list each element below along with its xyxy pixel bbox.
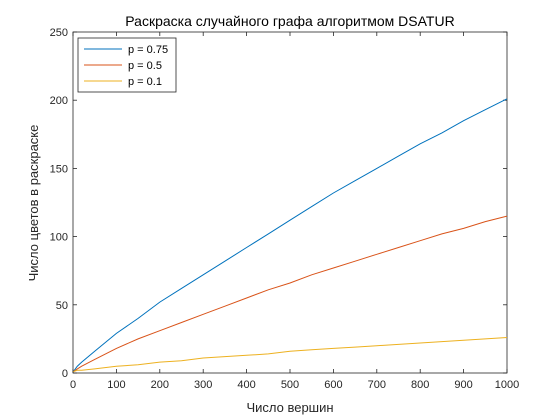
x-tick-label: 0: [70, 379, 76, 391]
series-line-3: [73, 337, 508, 373]
legend-label-1: p = 0.75: [128, 44, 168, 56]
legend-label-3: p = 0.1: [128, 76, 162, 88]
y-tick-label: 250: [50, 27, 68, 39]
y-axis-label: Число цветов в раскраске: [26, 125, 41, 282]
y-tick-label: 150: [50, 163, 68, 175]
y-tick-label: 50: [56, 300, 68, 312]
y-tick-label: 100: [50, 232, 68, 244]
x-tick-label: 400: [237, 379, 255, 391]
x-tick-label: 1000: [495, 379, 519, 391]
x-tick-label: 500: [281, 379, 299, 391]
series-line-1: [72, 98, 508, 372]
series-line-2: [73, 215, 508, 373]
legend-label-2: p = 0.5: [128, 60, 162, 72]
series-lines: [72, 98, 508, 373]
chart-title: Раскраска случайного графа алгоритмом DS…: [125, 13, 454, 29]
x-tick-label: 700: [368, 379, 386, 391]
y-tick-label: 0: [62, 368, 68, 380]
y-tick-label: 200: [50, 95, 68, 107]
x-axis: 0 100 200 300 400 500 600 700 800 900 1000: [70, 32, 519, 391]
x-tick-label: 900: [454, 379, 472, 391]
x-axis-label: Число вершин: [246, 400, 333, 415]
x-tick-label: 600: [324, 379, 342, 391]
x-tick-label: 300: [194, 379, 212, 391]
x-tick-label: 800: [411, 379, 429, 391]
legend: p = 0.75 p = 0.5 p = 0.1: [77, 37, 177, 93]
y-axis: 0 50 100 150 200 250: [50, 27, 507, 380]
x-tick-label: 200: [151, 379, 169, 391]
x-tick-label: 100: [107, 379, 125, 391]
